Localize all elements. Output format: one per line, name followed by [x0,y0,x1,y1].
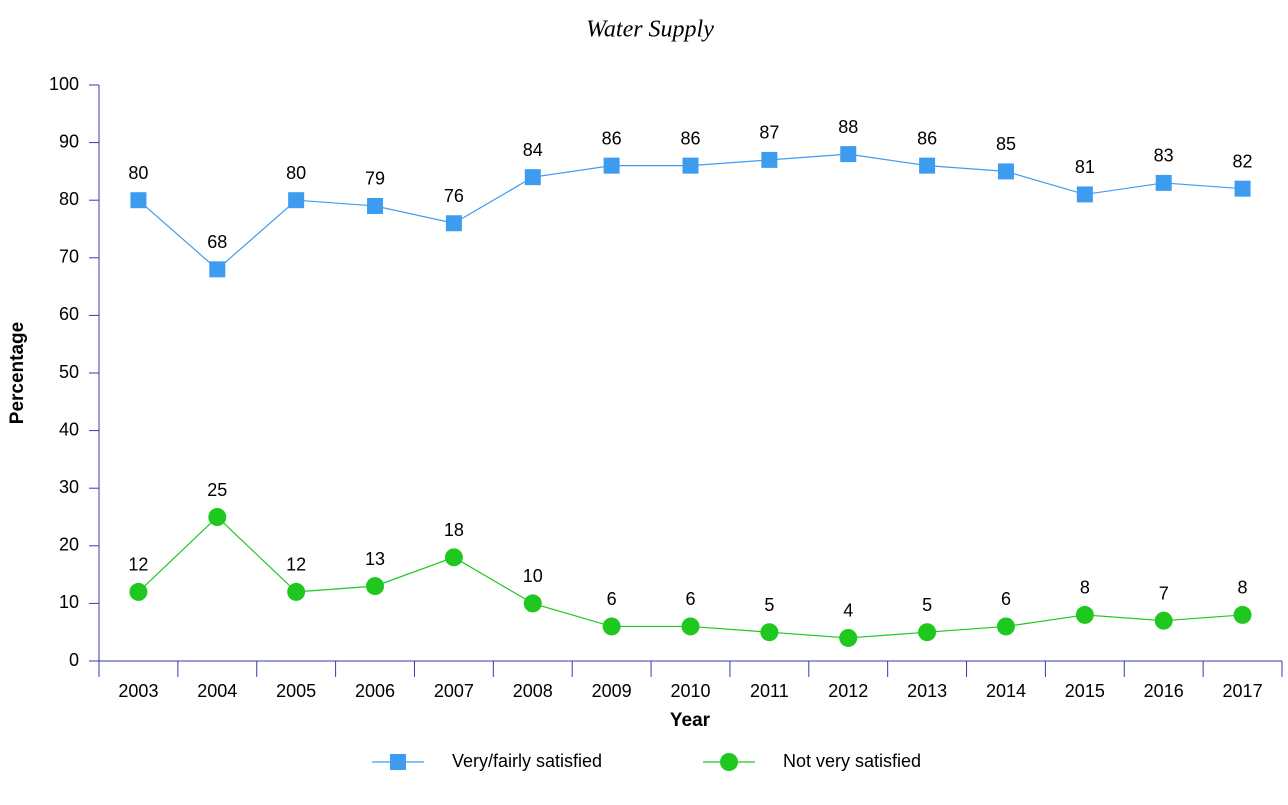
marker [445,215,462,232]
legend-marker [720,753,738,771]
y-axis-title: Percentage [7,322,28,424]
y-tick-label: 70 [59,247,79,267]
marker [1155,174,1172,191]
marker [603,157,620,174]
data-label: 83 [1154,146,1174,166]
marker [288,192,305,209]
data-label: 25 [207,480,227,500]
legend-label: Not very satisfied [783,751,921,771]
marker [997,163,1014,180]
data-label: 80 [128,163,148,183]
data-label: 80 [286,163,306,183]
marker [130,192,147,209]
data-label: 10 [523,566,543,586]
marker [523,594,542,613]
marker [444,548,463,567]
x-tick-label: 2010 [670,681,710,701]
data-label: 18 [444,520,464,540]
marker [524,169,541,186]
y-tick-label: 90 [59,131,79,151]
x-tick-label: 2007 [434,681,474,701]
chart-title: Water Supply [586,17,714,43]
marker [602,617,621,636]
data-label: 8 [1080,578,1090,598]
data-label: 81 [1075,157,1095,177]
data-label: 12 [128,555,148,575]
marker [1154,611,1173,630]
y-tick-label: 60 [59,304,79,324]
marker [760,623,779,642]
marker [996,617,1015,636]
y-tick-label: 10 [59,592,79,612]
x-axis-title: Year [670,710,711,731]
data-label: 8 [1238,578,1248,598]
data-label: 76 [444,186,464,206]
data-label: 5 [922,595,932,615]
marker [839,628,858,647]
legend-marker [390,754,406,770]
marker [366,577,385,596]
data-label: 68 [207,232,227,252]
marker [918,623,937,642]
y-tick-label: 80 [59,189,79,209]
data-label: 4 [843,601,853,621]
data-label: 88 [838,117,858,137]
x-tick-label: 2014 [986,681,1026,701]
marker [1076,186,1093,203]
data-label: 86 [680,128,700,148]
x-tick-label: 2005 [276,681,316,701]
x-tick-label: 2016 [1144,681,1184,701]
data-label: 86 [917,128,937,148]
marker [761,151,778,168]
x-tick-label: 2006 [355,681,395,701]
marker [840,146,857,163]
x-tick-label: 2011 [750,681,789,701]
marker [287,582,306,601]
x-tick-label: 2012 [828,681,868,701]
x-tick-label: 2017 [1223,681,1263,701]
data-label: 7 [1159,583,1169,603]
data-label: 82 [1233,151,1253,171]
x-tick-label: 2009 [592,681,632,701]
x-tick-label: 2015 [1065,681,1105,701]
data-label: 13 [365,549,385,569]
marker [919,157,936,174]
marker [681,617,700,636]
data-label: 86 [602,128,622,148]
data-label: 85 [996,134,1016,154]
marker [367,197,384,214]
data-label: 87 [759,123,779,143]
data-label: 84 [523,140,543,160]
y-tick-label: 30 [59,477,79,497]
marker [1233,605,1252,624]
marker [1075,605,1094,624]
y-tick-label: 50 [59,362,79,382]
marker [208,508,227,526]
data-label: 6 [607,589,617,609]
x-tick-label: 2003 [118,681,158,701]
marker [129,582,148,601]
y-tick-label: 100 [49,74,79,94]
data-label: 12 [286,555,306,575]
x-tick-label: 2004 [197,681,237,701]
y-tick-label: 0 [69,650,79,670]
x-tick-label: 2008 [513,681,553,701]
legend-label: Very/fairly satisfied [452,751,602,771]
y-tick-label: 40 [59,419,79,439]
data-label: 6 [685,589,695,609]
marker [1234,180,1251,197]
data-label: 79 [365,169,385,189]
marker [209,261,226,278]
data-label: 6 [1001,589,1011,609]
data-label: 5 [764,595,774,615]
x-tick-label: 2013 [907,681,947,701]
y-tick-label: 20 [59,535,79,555]
marker [682,157,699,174]
